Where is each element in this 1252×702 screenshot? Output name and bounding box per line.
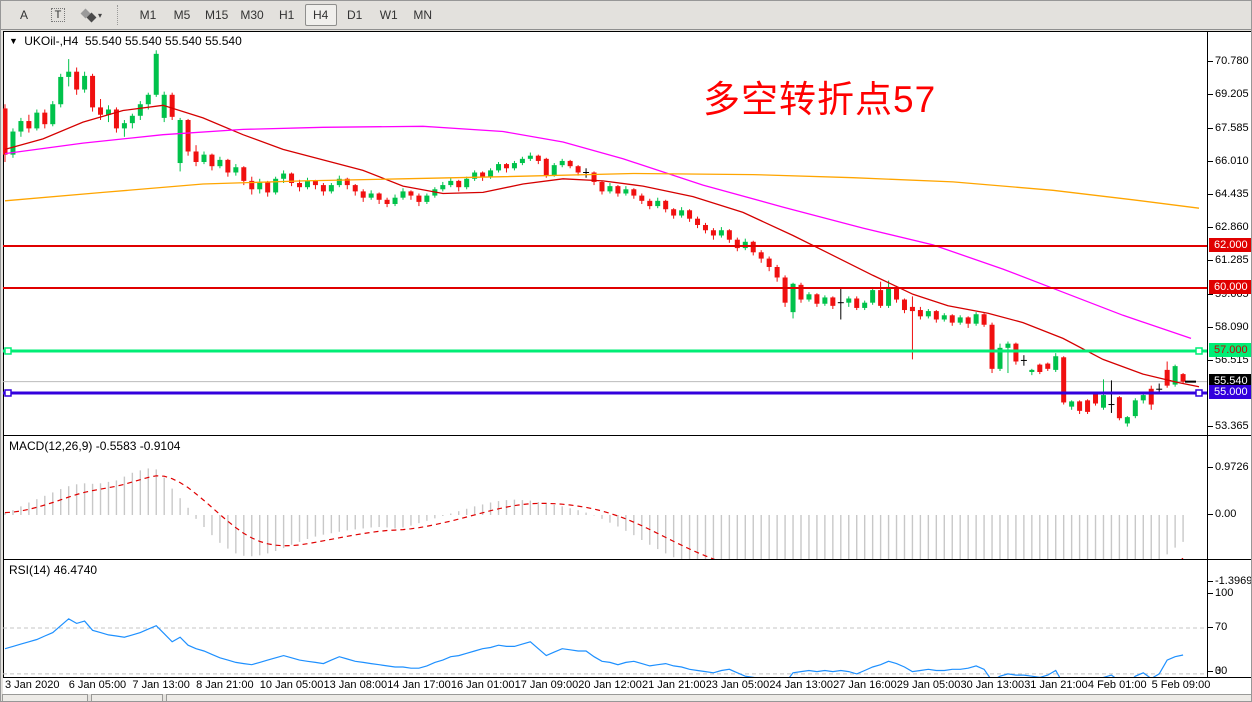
time-tick-label: 14 Jan 17:00 bbox=[387, 679, 451, 691]
price-tick-label: 56.515 bbox=[1208, 354, 1249, 367]
price-badge-57.000: 57.000 bbox=[1209, 342, 1251, 357]
time-tick-label: 21 Jan 21:00 bbox=[642, 679, 706, 691]
plot-left-border bbox=[3, 31, 4, 693]
status-bar bbox=[1, 694, 1251, 701]
timeframe-m1-button[interactable]: M1 bbox=[139, 8, 157, 22]
price-tick-label: 58.090 bbox=[1208, 321, 1249, 334]
time-tick-label: 5 Feb 09:00 bbox=[1151, 679, 1211, 691]
rsi-tick-label: 0 bbox=[1207, 665, 1222, 677]
status-cell bbox=[166, 694, 1251, 701]
line-endpoint-marker bbox=[4, 389, 12, 397]
price-tick-label: 66.010 bbox=[1208, 154, 1249, 167]
shapes-tool-button[interactable]: ▾ bbox=[76, 4, 108, 26]
timeframe-m5-button[interactable]: M5 bbox=[173, 8, 191, 22]
timeframe-m15-button[interactable]: M15 bbox=[205, 8, 229, 22]
symbol-period-label: UKOil-,H4 bbox=[24, 34, 79, 48]
time-tick-label: 17 Jan 09:00 bbox=[514, 679, 579, 691]
price-tick-label: 67.585 bbox=[1208, 121, 1249, 134]
chart-text-annotation: 多空转折点57 bbox=[703, 79, 937, 120]
rsi-tick-label: 70 bbox=[1207, 621, 1228, 633]
text-label-tool-button[interactable]: A bbox=[8, 4, 40, 26]
time-tick-label: 13 Jan 08:00 bbox=[323, 679, 388, 691]
panel-separator-macd[interactable] bbox=[3, 435, 1251, 436]
macd-signal-line bbox=[4, 475, 1184, 559]
macd-tick-label: 0.00 bbox=[1207, 508, 1237, 520]
price-tick-label: 53.365 bbox=[1208, 420, 1249, 433]
ma-mid-line bbox=[4, 125, 1192, 340]
timeframe-mn-button[interactable]: MN bbox=[413, 8, 433, 22]
timeframe-d1-button[interactable]: D1 bbox=[347, 8, 363, 22]
chart-top-border bbox=[3, 31, 1251, 32]
macd-tick-label: -1.3969 bbox=[1207, 575, 1252, 588]
time-tick-label: 27 Jan 16:00 bbox=[833, 679, 897, 691]
time-tick-label: 30 Jan 13:00 bbox=[960, 679, 1025, 691]
time-tick-label: 31 Jan 21:00 bbox=[1024, 679, 1088, 691]
price-tick-label: 61.285 bbox=[1208, 254, 1249, 266]
time-tick-label: 20 Jan 12:00 bbox=[578, 679, 642, 691]
timeframe-h1-button[interactable]: H1 bbox=[279, 8, 295, 22]
price-tick-label: 62.860 bbox=[1208, 220, 1249, 233]
panel-separator-rsi[interactable] bbox=[3, 559, 1251, 560]
time-axis[interactable]: 3 Jan 2020 6 Jan 05:00 7 Jan 13:00 8 Jan 21… bbox=[3, 678, 1251, 694]
timeline-top-border bbox=[3, 677, 1251, 678]
time-tick-label: 4 Feb 01:00 bbox=[1087, 679, 1147, 691]
macd-tick-label: 0.9726 bbox=[1208, 461, 1249, 474]
time-tick-label: 10 Jan 05:00 bbox=[259, 679, 324, 691]
price-badge-55.000: 55.000 bbox=[1209, 384, 1251, 399]
price-tick-label: 64.435 bbox=[1208, 187, 1249, 200]
price-badge-55.540: 55.540 bbox=[1209, 373, 1251, 388]
time-tick-label: 23 Jan 05:00 bbox=[705, 679, 770, 691]
time-tick-label: 7 Jan 13:00 bbox=[132, 679, 190, 691]
chart-area[interactable]: ▼ UKOil-,H4 55.540 55.540 55.540 55.540 … bbox=[3, 31, 1251, 694]
price-tick-label: 69.205 bbox=[1208, 87, 1249, 100]
toolbar-separator bbox=[117, 5, 123, 25]
letter-a-icon: A bbox=[19, 8, 28, 22]
rsi-line bbox=[4, 618, 1184, 677]
letter-t-icon: T bbox=[50, 8, 66, 22]
timeframe-w1-button[interactable]: W1 bbox=[379, 8, 398, 22]
line-endpoint-marker bbox=[1195, 389, 1203, 397]
rsi-panel[interactable] bbox=[3, 560, 1207, 677]
time-tick-label: 8 Jan 21:00 bbox=[196, 679, 254, 691]
price-tick-label: 70.780 bbox=[1208, 54, 1249, 67]
rsi-label: RSI(14) 46.4740 bbox=[9, 563, 98, 577]
timeframe-group: M1 M5 M15 M30 H1 H4 D1 W1 MN bbox=[131, 4, 440, 26]
ohlc-values: 55.540 55.540 55.540 55.540 bbox=[84, 34, 242, 48]
ma-slow-line bbox=[4, 172, 1200, 209]
time-tick-label: 3 Jan 2020 bbox=[5, 679, 60, 691]
chart-title: ▼ UKOil-,H4 55.540 55.540 55.540 55.540 bbox=[9, 34, 242, 48]
time-tick-label: 29 Jan 05:00 bbox=[896, 679, 961, 691]
price-badge-62.000: 62.000 bbox=[1209, 237, 1251, 252]
macd-panel[interactable] bbox=[3, 436, 1207, 559]
toolbar: A T ▾ M1 M5 M15 M30 H1 H4 D1 W1 MN bbox=[1, 1, 1251, 30]
axis-separator bbox=[1207, 31, 1208, 693]
text-object-tool-button[interactable]: T bbox=[42, 4, 74, 26]
rsi-tick-label: 100 bbox=[1207, 586, 1234, 599]
time-tick-label: 6 Jan 05:00 bbox=[68, 679, 127, 691]
ma-fast-line bbox=[4, 104, 1200, 388]
timeframe-h4-button[interactable]: H4 bbox=[304, 4, 337, 26]
main-price-chart[interactable] bbox=[3, 32, 1207, 435]
macd-label: MACD(12,26,9) -0.5583 -0.9104 bbox=[9, 439, 181, 453]
candles-layer bbox=[3, 50, 1186, 427]
chart-collapse-icon[interactable]: ▼ bbox=[9, 36, 18, 46]
line-endpoint-marker bbox=[4, 347, 12, 355]
price-badge-60.000: 60.000 bbox=[1209, 279, 1251, 294]
timeframe-m30-button[interactable]: M30 bbox=[240, 8, 264, 22]
status-cell bbox=[2, 694, 88, 701]
time-tick-label: 16 Jan 01:00 bbox=[450, 679, 515, 691]
chevron-down-icon: ▾ bbox=[97, 10, 102, 20]
status-cell bbox=[91, 694, 163, 701]
shapes-icon bbox=[80, 8, 97, 22]
time-tick-label: 24 Jan 13:00 bbox=[769, 679, 834, 691]
line-endpoint-marker bbox=[1195, 347, 1203, 355]
